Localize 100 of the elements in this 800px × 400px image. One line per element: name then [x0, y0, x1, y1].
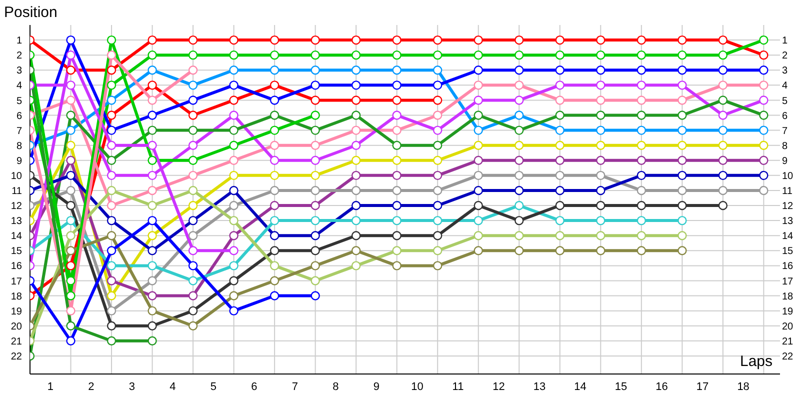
point: [229, 261, 238, 270]
y2-tick-label: 9: [782, 156, 788, 167]
x-tick-label: 8: [332, 380, 339, 393]
y-tick-label: 6: [16, 110, 22, 122]
point: [188, 35, 198, 45]
x-tick-label: 10: [411, 380, 424, 393]
point: [106, 110, 116, 120]
point: [392, 246, 402, 256]
point: [351, 231, 361, 240]
point: [555, 216, 564, 226]
point: [433, 126, 442, 135]
y-axis-title: Position: [4, 4, 58, 21]
y2-tick-label: 12: [782, 201, 794, 212]
point: [351, 170, 361, 180]
y-tick-label: 5: [16, 96, 22, 107]
y-tick-label: 19: [10, 306, 22, 318]
point: [636, 80, 646, 90]
y2-tick-label: 15: [782, 246, 794, 258]
point: [351, 96, 361, 105]
point: [392, 186, 402, 196]
point: [148, 140, 157, 150]
point: [678, 140, 687, 150]
y2-tick-label: 1: [782, 36, 788, 47]
point: [188, 66, 198, 75]
point: [106, 216, 116, 226]
y2-tick-label: 16: [782, 261, 794, 272]
point: [66, 321, 76, 330]
point: [106, 140, 116, 150]
point: [474, 80, 483, 90]
point: [514, 96, 524, 105]
point: [718, 156, 728, 165]
point: [718, 80, 728, 90]
point: [596, 96, 606, 105]
point: [514, 246, 524, 256]
y-tick-label: 4: [16, 80, 22, 92]
point: [596, 200, 606, 210]
point: [270, 35, 280, 45]
point: [351, 66, 361, 75]
point: [148, 110, 157, 120]
point: [596, 231, 606, 240]
point: [229, 216, 238, 226]
point: [270, 96, 280, 105]
point: [759, 170, 768, 180]
point: [474, 246, 483, 256]
y-tick-label: 3: [16, 66, 22, 77]
y-tick-label: 2: [16, 50, 22, 62]
point: [474, 156, 483, 165]
point: [66, 200, 76, 210]
point: [148, 200, 157, 210]
point: [148, 246, 157, 256]
point: [433, 200, 442, 210]
point: [678, 50, 687, 60]
point: [106, 126, 116, 135]
point: [678, 96, 687, 105]
point: [188, 306, 198, 316]
point: [188, 126, 198, 135]
point: [514, 80, 524, 90]
y-tick-label: 1: [16, 36, 22, 47]
point: [229, 276, 238, 286]
point: [433, 80, 442, 90]
point: [270, 126, 280, 135]
point: [433, 140, 442, 150]
point: [66, 80, 76, 90]
point: [229, 126, 238, 135]
y-tick-label: 7: [16, 126, 22, 137]
point: [759, 66, 768, 75]
x-tick-label: 1: [47, 380, 54, 393]
point: [718, 50, 728, 60]
x-axis-title: Laps: [740, 353, 773, 370]
point: [555, 246, 564, 256]
point: [596, 186, 606, 196]
point: [148, 170, 157, 180]
point: [229, 231, 238, 240]
point: [759, 110, 768, 120]
y-tick-label: 11: [12, 186, 22, 198]
y2-tick-label: 2: [782, 50, 788, 62]
point: [474, 126, 483, 135]
point: [270, 200, 280, 210]
point: [718, 96, 728, 105]
point: [678, 231, 687, 240]
point: [270, 80, 280, 90]
point: [678, 246, 687, 256]
y2-tick-label: 14: [782, 231, 794, 242]
point: [474, 170, 483, 180]
y2-tick-label: 6: [782, 110, 788, 122]
point: [514, 156, 524, 165]
point: [106, 156, 116, 165]
point: [188, 200, 198, 210]
point: [433, 156, 442, 165]
point: [596, 156, 606, 165]
point: [310, 140, 320, 150]
point: [310, 200, 320, 210]
point: [596, 50, 606, 60]
point: [66, 156, 76, 165]
point: [759, 126, 768, 135]
point: [270, 246, 280, 256]
point: [310, 50, 320, 60]
point: [106, 261, 116, 270]
point: [229, 291, 238, 300]
point: [596, 66, 606, 75]
